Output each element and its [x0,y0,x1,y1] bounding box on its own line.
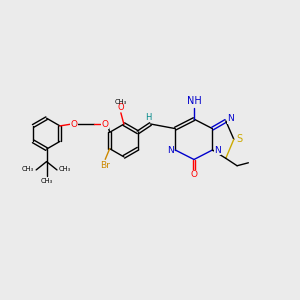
Text: H: H [145,113,151,122]
Text: N: N [227,114,234,123]
Text: S: S [237,134,243,144]
Text: CH₃: CH₃ [115,99,127,105]
Text: O: O [118,103,124,112]
Text: NH: NH [187,96,201,106]
Text: CH₃: CH₃ [40,178,52,184]
Text: CH₃: CH₃ [22,166,34,172]
Text: N: N [214,146,221,154]
Text: O: O [190,170,197,179]
Text: O: O [70,120,77,129]
Text: O: O [102,120,109,129]
Text: CH₃: CH₃ [59,166,71,172]
Text: N: N [167,146,174,154]
Text: Br: Br [100,160,110,169]
